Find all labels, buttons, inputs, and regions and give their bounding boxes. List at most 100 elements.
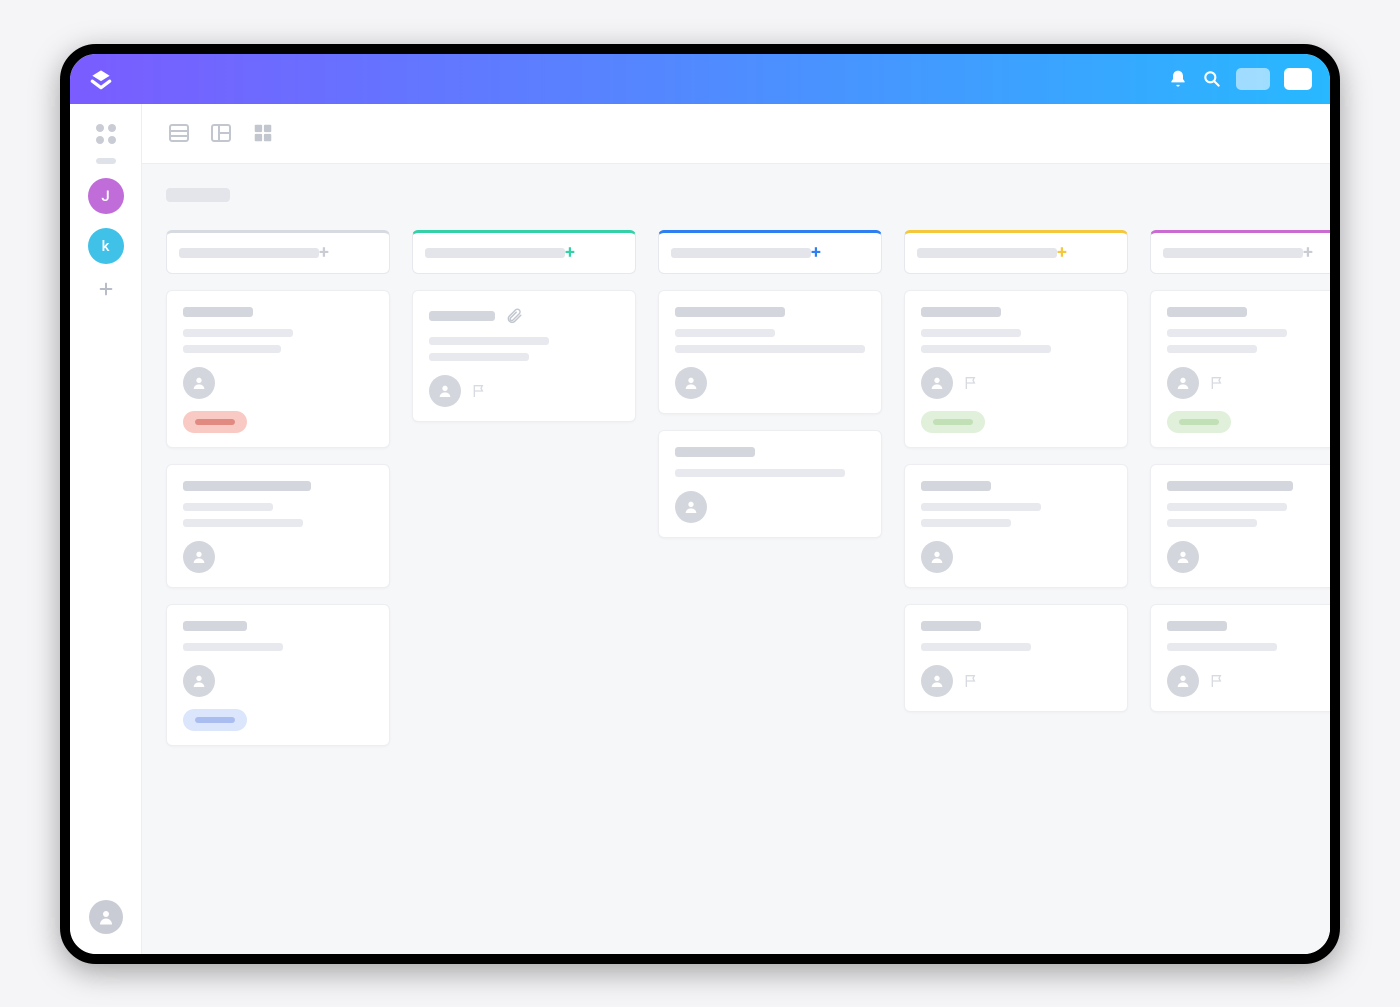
card-tag[interactable] <box>183 411 247 433</box>
card-meta <box>921 367 1111 399</box>
assignee-avatar[interactable] <box>921 665 953 697</box>
task-card[interactable] <box>412 290 636 422</box>
assignee-avatar[interactable] <box>675 367 707 399</box>
assignee-avatar[interactable] <box>183 367 215 399</box>
card-title <box>1167 307 1247 317</box>
card-text-line <box>183 503 273 511</box>
box-view-icon[interactable] <box>250 120 276 146</box>
card-title <box>183 307 253 317</box>
card-text-line <box>675 329 775 337</box>
card-title <box>675 307 785 317</box>
task-card[interactable] <box>166 604 390 746</box>
left-rail: Jk <box>70 104 142 954</box>
board-columns: + + + + + <box>166 230 1330 762</box>
task-card[interactable] <box>658 430 882 538</box>
priority-flag-icon[interactable] <box>471 383 487 399</box>
assignee-avatar[interactable] <box>183 541 215 573</box>
task-card[interactable] <box>658 290 882 414</box>
card-text-line <box>921 329 1021 337</box>
card-meta <box>921 541 1111 573</box>
profile-icon[interactable] <box>89 900 123 934</box>
board-column: + <box>904 230 1128 762</box>
board-column: + <box>412 230 636 762</box>
column-title <box>1163 248 1303 258</box>
board-scroll[interactable]: + + + + + <box>142 164 1330 954</box>
card-meta <box>183 367 373 399</box>
attachment-icon <box>505 307 523 325</box>
breadcrumb <box>166 188 230 202</box>
app-frame: Jk <box>60 44 1340 964</box>
task-card[interactable] <box>904 464 1128 588</box>
column-header[interactable]: + <box>658 230 882 274</box>
topbar <box>70 54 1330 104</box>
card-meta <box>183 541 373 573</box>
card-meta <box>429 375 619 407</box>
card-tag[interactable] <box>183 709 247 731</box>
card-title <box>921 481 991 491</box>
priority-flag-icon[interactable] <box>963 375 979 391</box>
card-meta <box>1167 665 1330 697</box>
notifications-icon[interactable] <box>1168 69 1188 89</box>
card-title <box>675 447 755 457</box>
card-meta <box>1167 541 1330 573</box>
topbar-pill-2[interactable] <box>1284 68 1312 90</box>
card-text-line <box>675 469 845 477</box>
add-card-button[interactable]: + <box>565 242 575 263</box>
task-card[interactable] <box>904 290 1128 448</box>
task-card[interactable] <box>1150 464 1330 588</box>
assignee-avatar[interactable] <box>1167 541 1199 573</box>
column-title <box>179 248 319 258</box>
card-meta <box>675 367 865 399</box>
card-title <box>183 621 247 631</box>
app-logo[interactable] <box>88 66 114 92</box>
task-card[interactable] <box>1150 604 1330 712</box>
topbar-pill-1[interactable] <box>1236 68 1270 90</box>
card-text-line <box>921 345 1051 353</box>
card-text-line <box>183 643 283 651</box>
assignee-avatar[interactable] <box>921 367 953 399</box>
list-view-icon[interactable] <box>166 120 192 146</box>
card-text-line <box>921 643 1031 651</box>
workspace-avatar[interactable]: J <box>88 178 124 214</box>
task-card[interactable] <box>904 604 1128 712</box>
board-view-icon[interactable] <box>208 120 234 146</box>
card-text-line <box>1167 329 1287 337</box>
add-card-button[interactable]: + <box>1303 242 1313 263</box>
assignee-avatar[interactable] <box>675 491 707 523</box>
view-toolbar <box>142 104 1330 164</box>
assignee-avatar[interactable] <box>921 541 953 573</box>
card-text-line <box>429 353 529 361</box>
card-tag[interactable] <box>921 411 985 433</box>
card-text-line <box>183 329 293 337</box>
workspace-avatar[interactable]: k <box>88 228 124 264</box>
column-header[interactable]: + <box>1150 230 1330 274</box>
task-card[interactable] <box>166 290 390 448</box>
column-title <box>425 248 565 258</box>
card-meta <box>1167 367 1330 399</box>
card-tag[interactable] <box>1167 411 1231 433</box>
apps-icon[interactable] <box>96 124 116 144</box>
assignee-avatar[interactable] <box>183 665 215 697</box>
add-card-button[interactable]: + <box>1057 242 1067 263</box>
column-title <box>917 248 1057 258</box>
main-content: + + + + + <box>142 104 1330 954</box>
priority-flag-icon[interactable] <box>1209 673 1225 689</box>
add-card-button[interactable]: + <box>811 242 821 263</box>
card-text-line <box>921 519 1011 527</box>
priority-flag-icon[interactable] <box>963 673 979 689</box>
card-meta <box>183 665 373 697</box>
add-workspace-button[interactable] <box>95 278 117 300</box>
assignee-avatar[interactable] <box>1167 665 1199 697</box>
priority-flag-icon[interactable] <box>1209 375 1225 391</box>
assignee-avatar[interactable] <box>429 375 461 407</box>
column-header[interactable]: + <box>412 230 636 274</box>
assignee-avatar[interactable] <box>1167 367 1199 399</box>
search-icon[interactable] <box>1202 69 1222 89</box>
add-card-button[interactable]: + <box>319 242 329 263</box>
card-text-line <box>183 519 303 527</box>
column-header[interactable]: + <box>904 230 1128 274</box>
column-header[interactable]: + <box>166 230 390 274</box>
task-card[interactable] <box>166 464 390 588</box>
task-card[interactable] <box>1150 290 1330 448</box>
board-column: + <box>658 230 882 762</box>
